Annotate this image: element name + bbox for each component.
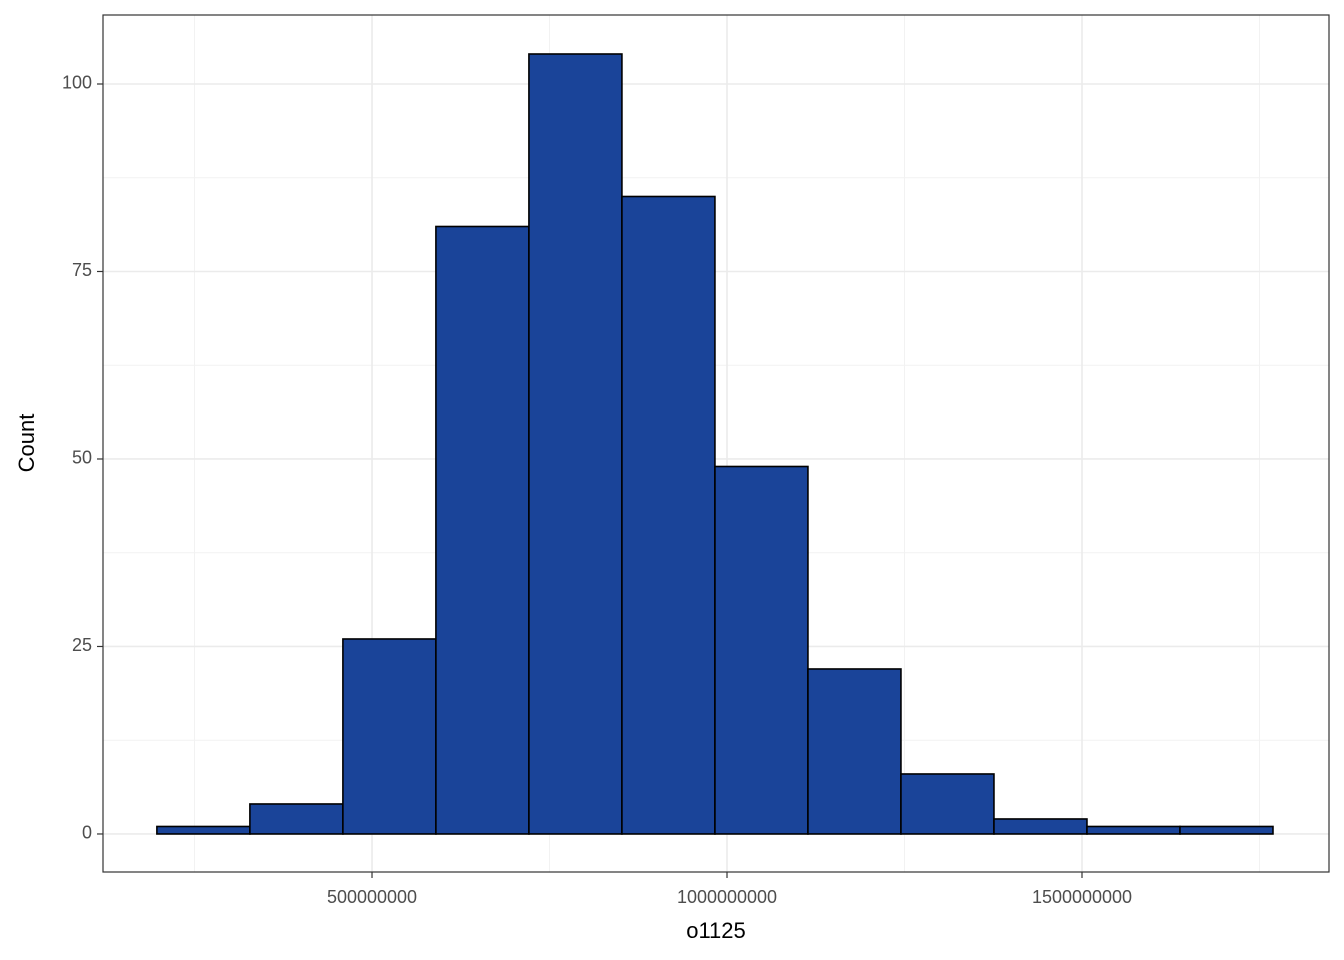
bar — [342, 638, 437, 835]
bars — [156, 53, 1274, 835]
bar — [435, 225, 530, 835]
bar — [900, 773, 995, 835]
x-tick-label: 1500000000 — [1032, 887, 1132, 907]
bar — [156, 825, 251, 835]
bar — [714, 465, 809, 835]
bar — [1179, 825, 1274, 835]
y-tick-label: 100 — [62, 73, 92, 93]
bar — [621, 195, 716, 835]
y-tick-label: 25 — [72, 635, 92, 655]
bar — [993, 818, 1088, 835]
y-tick-label: 75 — [72, 260, 92, 280]
x-tick-label: 500000000 — [327, 887, 417, 907]
bar — [249, 803, 344, 835]
y-tick-label: 0 — [82, 823, 92, 843]
bar — [528, 53, 623, 835]
bar — [1086, 825, 1181, 835]
y-tick-label: 50 — [72, 448, 92, 468]
panel-border — [102, 14, 1330, 873]
x-axis-title: o1125 — [686, 918, 746, 943]
y-axis-title: Count — [14, 414, 39, 473]
x-tick-label: 1000000000 — [677, 887, 777, 907]
bar — [807, 668, 902, 835]
